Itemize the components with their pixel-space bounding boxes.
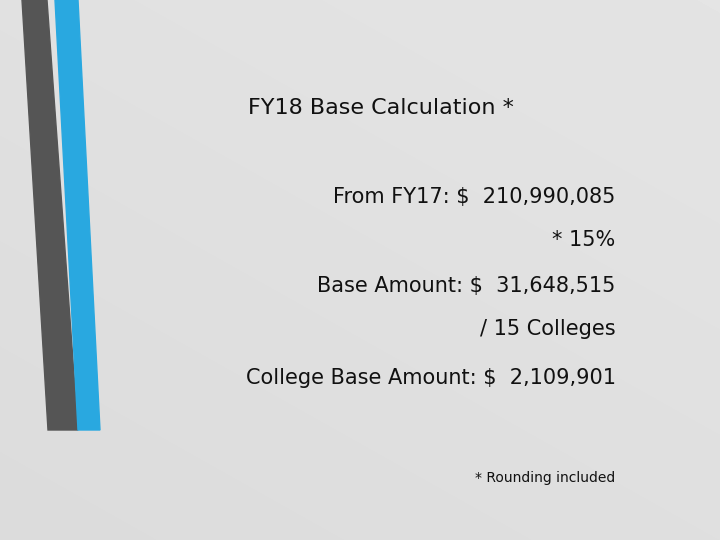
Text: * Rounding included: * Rounding included	[475, 471, 616, 485]
Polygon shape	[22, 0, 78, 430]
Text: * 15%: * 15%	[552, 230, 616, 251]
Text: Base Amount: $  31,648,515: Base Amount: $ 31,648,515	[318, 276, 616, 296]
Polygon shape	[55, 0, 100, 430]
Text: College Base Amount: $  2,109,901: College Base Amount: $ 2,109,901	[246, 368, 616, 388]
Text: / 15 Colleges: / 15 Colleges	[480, 319, 616, 340]
Text: From FY17: $  210,990,085: From FY17: $ 210,990,085	[333, 187, 616, 207]
Text: FY18 Base Calculation *: FY18 Base Calculation *	[248, 98, 514, 118]
